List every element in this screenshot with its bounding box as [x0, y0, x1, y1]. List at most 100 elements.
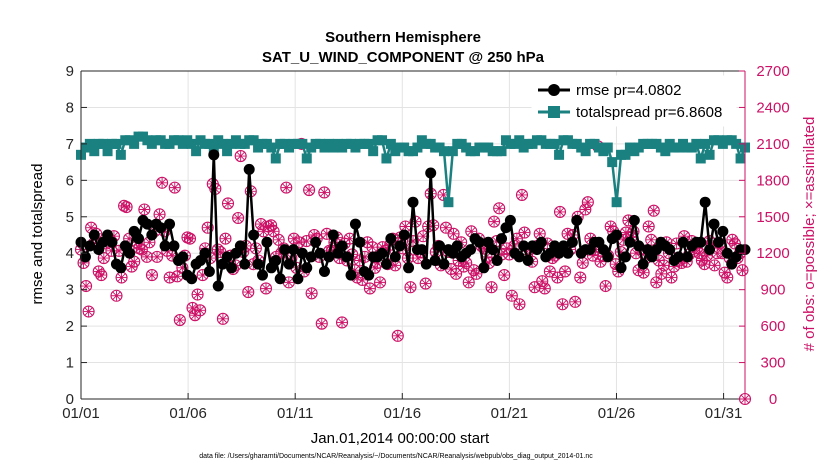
left-tick-labels: 0 1 2 3 4 5 6 7 8 9	[66, 63, 87, 408]
obs-point	[267, 225, 280, 238]
obs-possible-marker	[736, 264, 749, 277]
obs-point	[419, 277, 432, 290]
obs-possible-marker	[234, 149, 247, 163]
obs-assimilated-marker	[319, 187, 330, 198]
rmse-point	[562, 247, 574, 259]
obs-assimilated-marker	[139, 204, 150, 215]
rmse-point	[624, 236, 636, 248]
obs-assimilated-marker	[258, 226, 269, 237]
rmse-point	[425, 167, 437, 179]
obs-assimilated-marker	[623, 215, 634, 226]
obs-point	[657, 259, 670, 272]
obs-possible-marker	[168, 181, 181, 194]
x-tick-label: 01/01	[62, 405, 100, 422]
obs-assimilated-marker	[580, 204, 591, 215]
rmse-point	[708, 218, 720, 230]
obs-point	[569, 295, 582, 308]
obs-point	[115, 271, 128, 284]
obs-assimilated-marker	[266, 220, 277, 231]
rmse-point	[677, 236, 689, 248]
obs-point	[95, 269, 108, 282]
obs-assimilated-marker	[136, 244, 147, 255]
rmse-point	[699, 196, 711, 208]
rmse-point	[168, 240, 180, 252]
totalspread-point	[704, 149, 715, 160]
obs-possible-marker	[528, 281, 541, 294]
obs-assimilated-marker	[192, 289, 203, 300]
obs-point	[232, 211, 245, 225]
obs-assimilated-marker	[195, 305, 206, 316]
rmse-point	[398, 229, 410, 241]
right-tick-label: 2700	[756, 63, 789, 80]
rmse-point	[327, 229, 339, 241]
obs-assimilated-marker	[261, 283, 272, 294]
obs-assimilated-marker	[694, 248, 705, 259]
totalspread-point	[363, 138, 374, 149]
obs-possible-marker	[470, 267, 483, 280]
left-tick-label: 3	[66, 282, 74, 299]
totalspread-point	[611, 197, 622, 208]
obs-possible-marker	[194, 304, 207, 317]
totalspread-point	[381, 153, 392, 164]
obs-point	[642, 220, 655, 233]
obs-possible-marker	[538, 282, 551, 295]
obs-point	[493, 202, 506, 215]
totalspread-point	[695, 153, 706, 164]
obs-assimilated-marker	[114, 245, 125, 256]
obs-possible-marker	[265, 219, 278, 232]
rmse-point	[513, 251, 525, 263]
rmse-point	[628, 214, 640, 226]
obs-point	[221, 197, 235, 210]
right-tick-labels: 0 300 600 900 1200 1500 1800 2100 2400 2700	[739, 63, 790, 408]
obs-assimilated-marker	[367, 242, 378, 253]
obs-point	[513, 298, 526, 311]
obs-point	[647, 204, 660, 217]
rmse-point	[234, 240, 246, 252]
obs-point	[462, 276, 475, 289]
totalspread-point	[443, 197, 454, 208]
obs-point	[254, 218, 267, 231]
obs-possible-marker	[462, 276, 475, 289]
totalspread-point	[385, 138, 396, 149]
obs-possible-marker	[305, 287, 318, 300]
obs-point	[265, 219, 278, 232]
obs-point	[708, 259, 721, 272]
totalspread-point	[447, 146, 458, 157]
obs-assimilated-marker	[658, 260, 669, 271]
rmse-point	[115, 262, 127, 274]
obs-assimilated-marker	[86, 222, 97, 233]
obs-possible-marker	[363, 282, 376, 295]
obs-possible-marker	[219, 232, 232, 245]
totalspread-point	[607, 157, 618, 168]
obs-possible-marker	[150, 250, 164, 263]
obs-assimilated-marker	[309, 230, 320, 240]
rmse-point	[84, 240, 96, 252]
obs-assimilated-marker	[157, 177, 168, 188]
obs-point	[201, 221, 214, 234]
obs-assimilated-marker	[638, 267, 649, 278]
obs-assimilated-marker	[489, 216, 500, 227]
rmse-point	[571, 214, 583, 226]
rmse-point	[566, 236, 578, 248]
obs-assimilated-marker	[220, 233, 231, 244]
obs-assimilated-marker	[235, 151, 246, 162]
rmse-point	[310, 236, 322, 248]
obs-assimilated-marker	[233, 212, 244, 223]
obs-possible-marker	[173, 313, 186, 327]
rmse-point	[199, 247, 211, 259]
rmse-point	[155, 222, 167, 234]
right-tick-label: 2400	[756, 99, 789, 116]
obs-point	[168, 181, 181, 194]
obs-assimilated-marker	[643, 221, 654, 232]
obs-assimilated-marker	[709, 260, 720, 271]
obs-point	[92, 265, 105, 278]
rmse-point	[323, 251, 335, 263]
right-tick-label: 1500	[756, 209, 789, 226]
rmse-point	[712, 236, 724, 248]
totalspread-point	[297, 138, 308, 149]
obs-point	[153, 208, 166, 221]
obs-assimilated-marker	[111, 290, 122, 301]
obs-assimilated-marker	[134, 243, 145, 254]
obs-assimilated-marker	[121, 202, 132, 213]
obs-assimilated-marker	[610, 259, 621, 270]
